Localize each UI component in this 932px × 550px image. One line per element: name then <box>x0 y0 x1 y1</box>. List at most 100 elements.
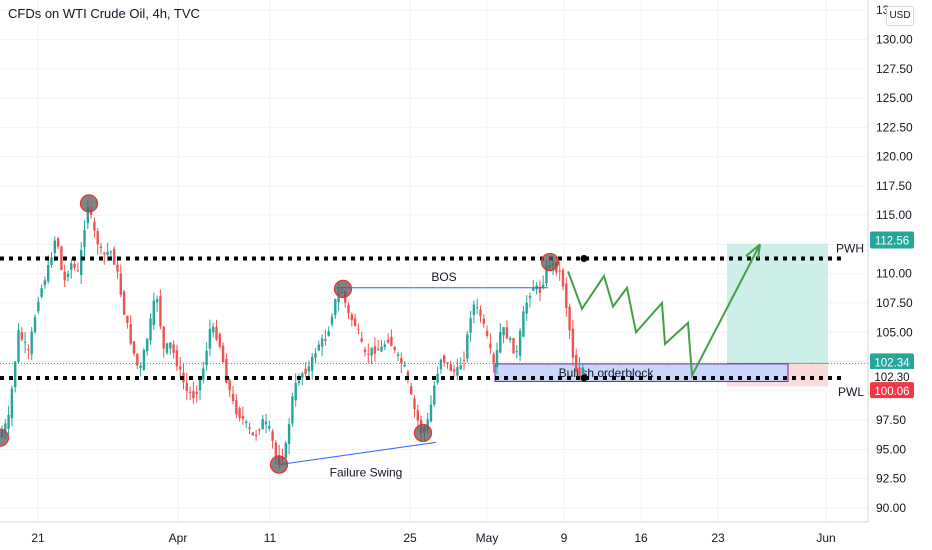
x-tick-label: 21 <box>31 531 45 545</box>
chart-annotations: BOS Failure Swing <box>0 194 560 480</box>
candle-body <box>499 332 502 353</box>
candle-body <box>17 330 20 362</box>
candle-body <box>202 368 205 380</box>
candle-body <box>146 338 149 352</box>
candle-body <box>301 373 304 378</box>
candle-body <box>314 353 317 358</box>
candle-body <box>83 229 86 248</box>
candle-body <box>113 248 116 265</box>
candle-body <box>452 369 456 372</box>
candle-body <box>489 343 492 348</box>
candle-body <box>33 317 37 333</box>
candle-body <box>373 346 377 354</box>
candle-body <box>287 424 291 444</box>
candle-body <box>327 331 330 336</box>
candle-body <box>307 366 311 372</box>
candle-body <box>254 434 258 436</box>
candle-body <box>53 240 56 253</box>
candle-body <box>116 264 119 272</box>
candle-body <box>261 419 264 430</box>
pwl-label: PWL <box>838 385 864 399</box>
candle-body <box>515 351 518 353</box>
candle-body <box>235 400 238 415</box>
y-tick-label: 122.50 <box>876 120 913 134</box>
candle-body <box>429 404 433 422</box>
candle-body <box>459 365 462 370</box>
candlestick-series <box>0 200 584 469</box>
candle-body <box>241 415 245 419</box>
chart-axes: 90.0092.5095.0097.50100.00102.50105.0010… <box>0 0 914 545</box>
candle-body <box>139 365 142 369</box>
candle-body <box>522 311 525 337</box>
candle-body <box>443 355 446 363</box>
candle-body <box>50 257 53 265</box>
x-tick-label: 23 <box>711 531 725 545</box>
candle-body <box>353 318 357 326</box>
candle-body <box>162 326 165 349</box>
candle-body <box>476 307 479 309</box>
candle-body <box>274 442 278 458</box>
candle-body <box>119 273 122 295</box>
swing-point-marker <box>333 279 353 299</box>
low-price-tag-text: 100.06 <box>874 386 909 398</box>
candle-body <box>347 304 350 314</box>
y-tick-label: 117.50 <box>876 179 912 193</box>
candle-body <box>96 231 99 245</box>
candle-body <box>525 302 528 314</box>
candle-body <box>426 419 429 430</box>
x-tick-label: Jun <box>816 531 835 545</box>
candle-body <box>188 391 192 393</box>
candle-body <box>142 349 146 371</box>
candle-body <box>492 354 495 363</box>
candle-body <box>449 364 452 372</box>
candle-body <box>109 251 113 253</box>
candle-body <box>538 286 542 294</box>
candle-body <box>228 380 231 391</box>
candle-body <box>205 350 208 366</box>
candle-body <box>149 318 152 341</box>
y-tick-label: 107.50 <box>876 296 913 310</box>
candle-body <box>258 429 261 431</box>
candle-body <box>294 382 297 401</box>
candle-body <box>380 346 383 352</box>
candle-body <box>466 334 469 359</box>
candle-body <box>103 252 106 255</box>
candle-body <box>502 327 505 336</box>
pwh-price-tag-text: 112.56 <box>875 235 909 247</box>
candle-body <box>403 364 406 367</box>
candle-body <box>386 339 390 343</box>
candle-body <box>495 350 499 368</box>
candle-body <box>512 338 515 354</box>
candle-body <box>284 443 287 459</box>
candle-body <box>99 246 103 249</box>
candle-body <box>568 306 571 331</box>
candle-body <box>76 270 80 272</box>
candle-body <box>565 283 568 309</box>
second-price-tag-text: 102.30 <box>874 372 909 384</box>
candle-body <box>198 379 202 391</box>
candle-body <box>396 354 400 356</box>
candle-body <box>70 263 73 270</box>
candle-body <box>169 342 172 349</box>
second-price-tag <box>870 368 914 385</box>
candle-body <box>350 314 353 321</box>
failure-swing-line <box>278 441 437 466</box>
candle-body <box>337 293 340 303</box>
candle-body <box>155 299 159 303</box>
candle-body <box>413 398 416 409</box>
target-zone <box>727 243 828 364</box>
candle-body <box>73 263 76 268</box>
candle-body <box>238 408 241 418</box>
y-tick-label: 125.00 <box>876 91 913 105</box>
candle-body <box>14 361 17 388</box>
swing-point-marker <box>413 423 433 443</box>
projection-zigzag <box>567 243 761 380</box>
currency-button[interactable]: USD <box>886 6 914 26</box>
candle-body <box>363 349 367 352</box>
candle-body <box>80 249 83 276</box>
candle-body <box>406 371 410 380</box>
swing-point-marker <box>540 252 560 272</box>
candle-body <box>43 280 47 286</box>
candle-body <box>297 380 301 384</box>
